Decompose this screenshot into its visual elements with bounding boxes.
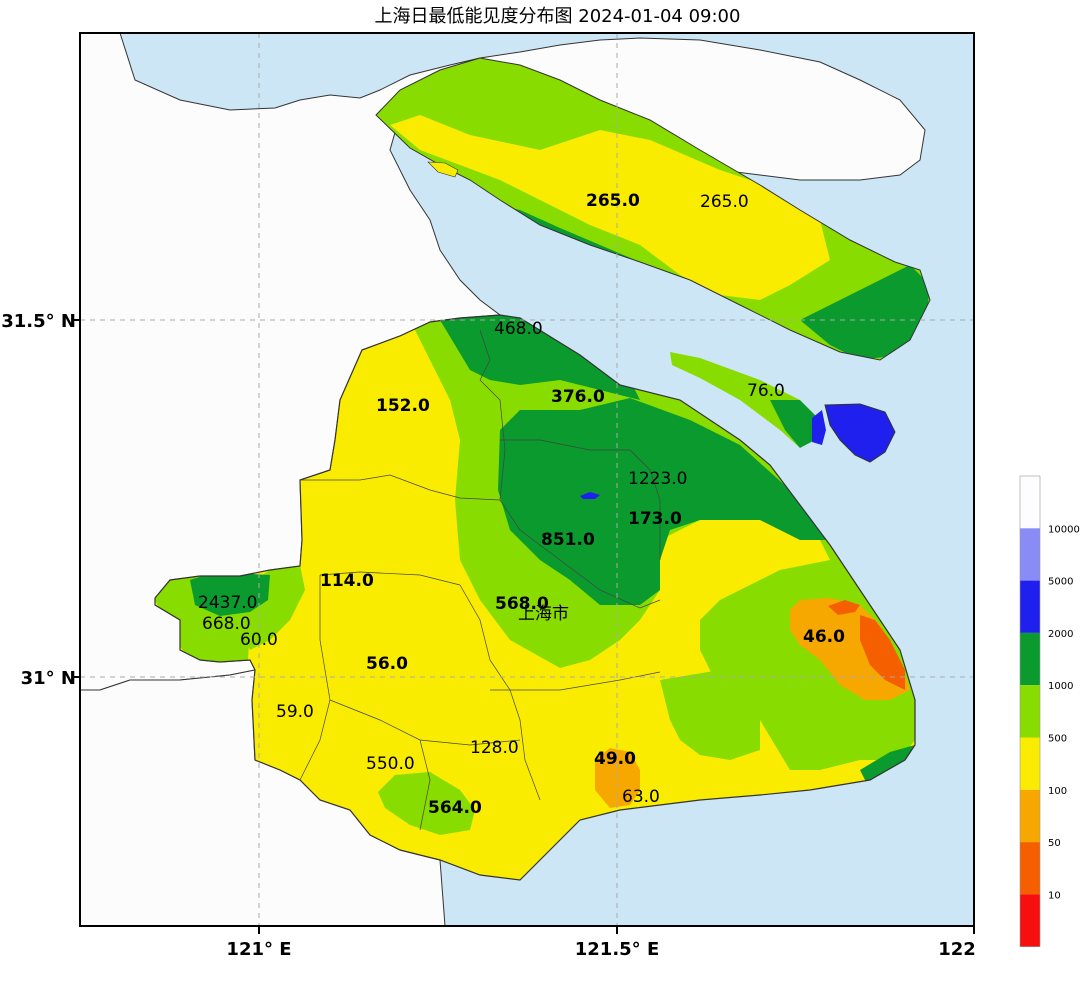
station-label: 59.0 (276, 702, 314, 722)
station-label: 568.0 (495, 594, 549, 614)
y-tick-31-5: 31.5° N (1, 311, 76, 332)
station-label: 468.0 (494, 319, 543, 339)
legend-swatch (1020, 528, 1040, 581)
station-labels: 265.0 265.0 468.0 376.0 76.0 152.0 1223.… (198, 191, 845, 818)
graticule (80, 33, 974, 926)
legend-label: 2000 (1048, 629, 1073, 640)
legend-swatch (1020, 685, 1040, 738)
station-label: 1223.0 (628, 469, 687, 489)
legend-swatch (1020, 894, 1040, 947)
station-label: 668.0 (202, 614, 251, 634)
station-label: 550.0 (366, 754, 415, 774)
legend-swatch (1020, 632, 1040, 686)
station-label: 851.0 (541, 530, 595, 550)
legend-label: 100 (1048, 786, 1067, 797)
legend-label: 10 (1048, 890, 1061, 901)
hengsha-island (824, 403, 896, 463)
legend-border (1019, 475, 1041, 948)
legend-swatch (1020, 580, 1040, 633)
station-label: 173.0 (628, 509, 682, 529)
legend-swatch (1020, 476, 1040, 529)
station-label: 265.0 (700, 192, 749, 212)
station-label: 2437.0 (198, 593, 257, 613)
station-label: 152.0 (376, 396, 430, 416)
station-label: 265.0 (586, 191, 640, 211)
district-boundaries (299, 329, 661, 831)
legend-swatch (1020, 789, 1040, 843)
city-label: 上海市 (518, 604, 569, 624)
station-label: 60.0 (240, 630, 278, 650)
x-tick-122: 122 (938, 939, 976, 960)
station-label: 76.0 (747, 381, 785, 401)
station-label: 376.0 (551, 387, 605, 407)
y-tick-31: 31° N (21, 668, 76, 689)
legend-swatch (1020, 737, 1040, 790)
map-title: 上海日最低能见度分布图 2024-01-04 09:00 (374, 6, 741, 27)
x-tick-121-5: 121.5° E (575, 939, 660, 960)
station-label: 63.0 (622, 787, 660, 807)
station-label: 49.0 (594, 749, 636, 769)
legend-label: 10000 (1048, 524, 1080, 535)
legend-label: 50 (1048, 838, 1061, 849)
legend-swatch (1020, 842, 1040, 895)
station-label: 46.0 (803, 627, 845, 647)
legend-label: 500 (1048, 734, 1067, 745)
legend-label: 5000 (1048, 577, 1073, 588)
legend-colorbar: 10000 5000 2000 1000 500 100 50 10 (1019, 475, 1080, 948)
station-label: 114.0 (320, 571, 374, 591)
station-label: 56.0 (366, 654, 408, 674)
legend-label: 1000 (1048, 681, 1073, 692)
station-label: 128.0 (470, 738, 519, 758)
map-frame (79, 32, 975, 927)
map-area (80, 33, 974, 926)
station-label: 564.0 (428, 798, 482, 818)
x-tick-121: 121° E (226, 939, 291, 960)
